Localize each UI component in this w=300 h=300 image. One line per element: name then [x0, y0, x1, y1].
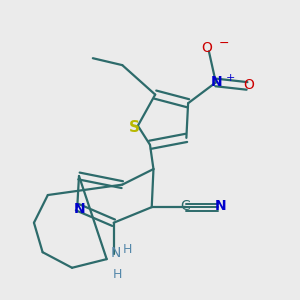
Text: O: O: [243, 78, 254, 92]
Text: N: N: [211, 75, 222, 89]
Text: H: H: [123, 243, 132, 256]
Text: N: N: [74, 202, 86, 216]
Text: S: S: [129, 120, 140, 135]
Text: H: H: [112, 268, 122, 281]
Text: −: −: [219, 37, 229, 50]
Text: N: N: [110, 246, 121, 260]
Text: +: +: [226, 73, 235, 82]
Text: O: O: [202, 41, 213, 55]
Text: N: N: [215, 199, 227, 213]
Text: C: C: [181, 199, 190, 213]
